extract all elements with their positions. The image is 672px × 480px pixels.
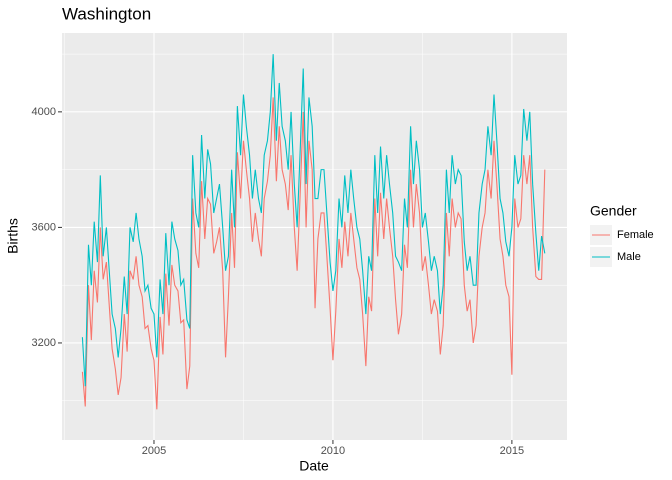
x-axis-title: Date (299, 458, 329, 474)
y-axis-title: Births (5, 218, 21, 254)
series-line (81, 97, 546, 410)
legend-label: Male (617, 251, 641, 263)
legend-label: Female (617, 229, 654, 241)
legend-title: Gender (590, 203, 637, 219)
y-tick-label: 4000 (32, 106, 56, 118)
x-tick-label: 2015 (500, 445, 524, 457)
y-tick-label: 3600 (32, 221, 56, 233)
plot-panel (62, 33, 567, 440)
x-tick-label: 2005 (142, 445, 166, 457)
chart-title: Washington (62, 4, 151, 23)
x-tick-label: 2010 (321, 445, 345, 457)
series-line (81, 54, 546, 387)
y-tick-label: 3200 (32, 337, 56, 349)
